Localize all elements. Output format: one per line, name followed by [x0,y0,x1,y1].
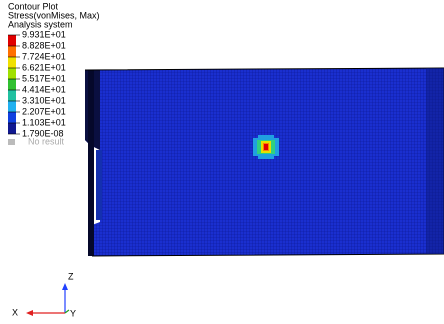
legend-label: 8.828E+01 [22,40,66,50]
legend-title: Analysis system [8,19,73,29]
legend-label: 5.517E+01 [22,73,66,83]
color-box [8,112,16,123]
legend-label: 7.724E+01 [22,51,66,61]
hotspot [253,135,279,159]
color-box [8,57,16,68]
color-box [8,35,16,46]
color-box [8,101,16,112]
legend-label: 1.103E+01 [22,117,66,127]
color-box [8,123,16,134]
legend-label: 2.207E+01 [22,106,66,116]
legend-label: 3.310E+01 [22,95,66,105]
color-box [8,79,16,90]
axis-label: Z [68,271,74,281]
no-result-box [8,139,15,145]
legend-label: 4.414E+01 [22,84,66,94]
model [85,68,444,256]
axis-triad: Z X Y [12,271,76,318]
axis-label: Y [70,308,76,318]
no-result-label: No result [28,136,65,146]
color-box [8,68,16,79]
viewport: Contour Plot Stress(vonMises, Max) Analy… [0,0,444,324]
legend-label: 9.931E+01 [22,29,66,39]
color-box [8,90,16,101]
axis-label: X [12,307,18,317]
color-box [8,46,16,57]
legend-label: 6.621E+01 [22,62,66,72]
